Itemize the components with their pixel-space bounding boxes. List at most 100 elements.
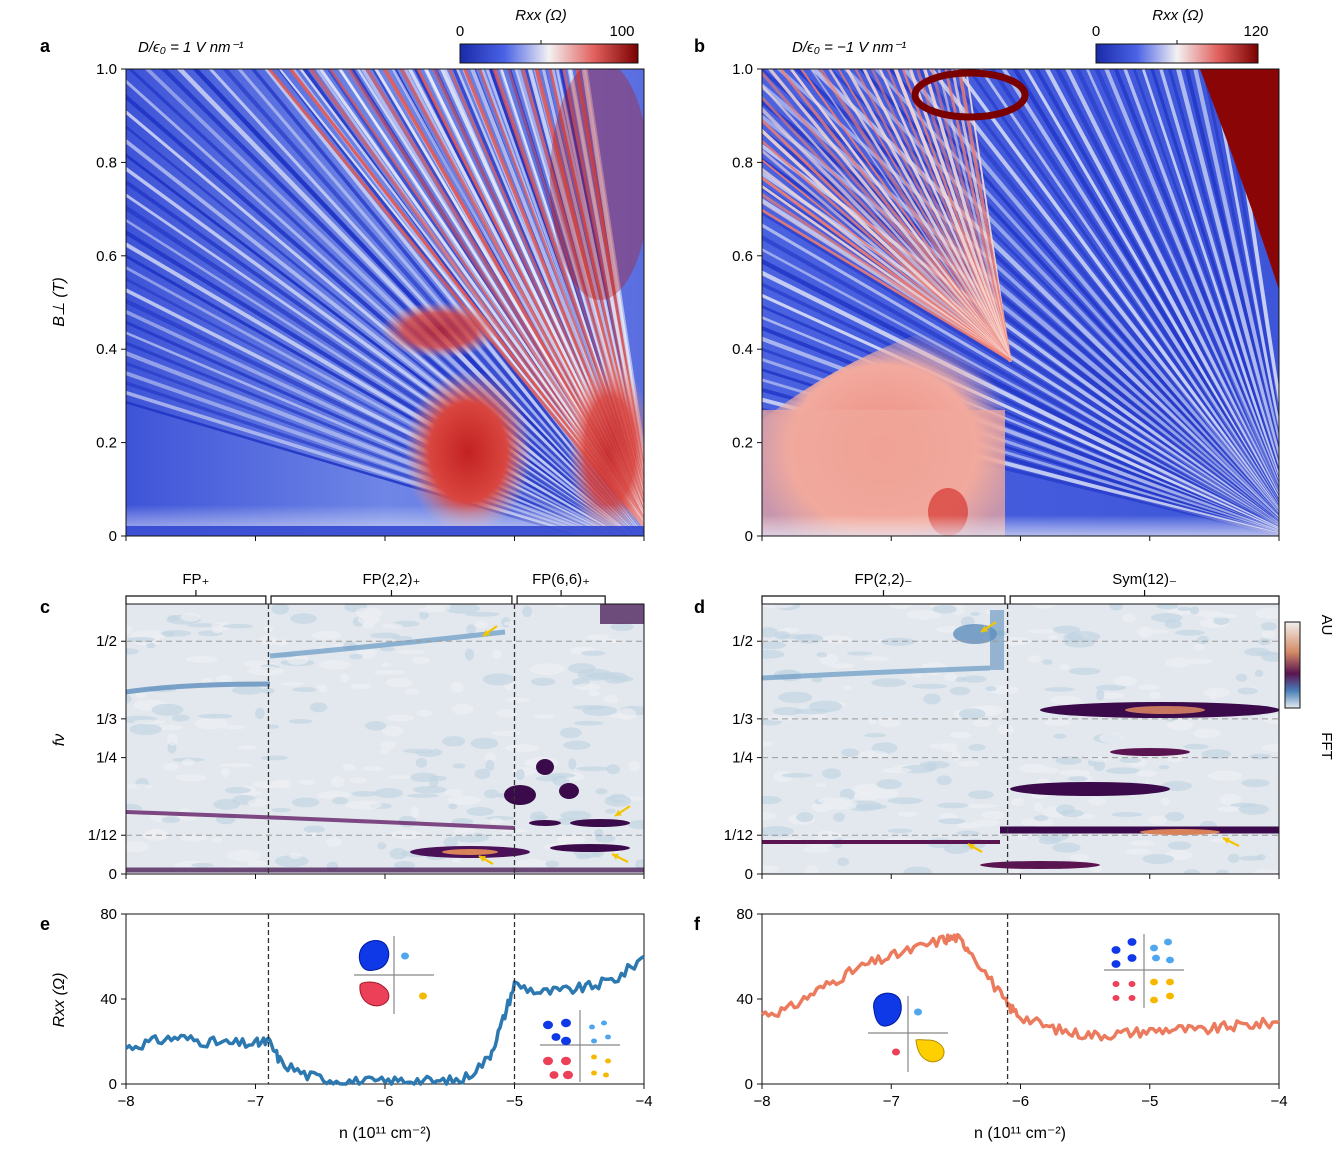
inset-pocket	[1111, 960, 1121, 968]
panel-f: f	[694, 913, 1280, 1085]
y-tick-label: 1/3	[732, 711, 753, 728]
inset-pocket	[561, 1036, 571, 1046]
panel-label-f: f	[694, 914, 701, 934]
panel-label-b: b	[694, 36, 705, 56]
colorbar-b-min: 0	[1092, 23, 1100, 40]
y-tick-label: 40	[736, 991, 753, 1008]
y-tick-label: 0.6	[732, 248, 753, 265]
annotation-arrows	[478, 621, 1240, 865]
colorbar-a: Rxx (Ω) 0 100	[456, 7, 639, 64]
heatmap-a	[126, 69, 644, 536]
panel-a-annotation: D/ϵ₀ = 1 V nm⁻¹	[138, 39, 243, 56]
inset-pocket	[601, 1020, 607, 1026]
inset-pocket	[561, 1056, 571, 1066]
x-tick-label: −5	[506, 1093, 523, 1110]
y-tick-label: 80	[100, 906, 117, 923]
phase-bracket	[125, 595, 267, 604]
x-axis-label-e: n (10¹¹ cm⁻²)	[339, 1125, 431, 1142]
y-tick-label: 80	[736, 906, 753, 923]
y-tick-label: 40	[100, 991, 117, 1008]
colorbar-fft-gradient	[1284, 621, 1301, 709]
phase-bracket	[761, 595, 1006, 604]
panel-d: d FP(2,2)₋ Sym(12)₋ AU FFT	[694, 571, 1335, 875]
inset-pocket	[551, 1033, 561, 1041]
y-tick-label: 1/12	[724, 827, 753, 844]
x-tick-label: −8	[117, 1093, 134, 1110]
y-tick-label: 1/4	[96, 750, 117, 767]
inset-pocket	[563, 1070, 573, 1080]
y-tick-label: 0.2	[96, 435, 117, 452]
inset-pocket	[591, 1054, 597, 1060]
inset-pocket	[1112, 981, 1120, 987]
inset-pocket	[549, 1071, 559, 1079]
y-tick-label: 1/3	[96, 711, 117, 728]
y-tick-label: 1.0	[732, 61, 753, 78]
y-tick-label: 0.2	[732, 435, 753, 452]
inset-pocket	[1150, 944, 1158, 952]
phase-bracket-label: FP(6,6)₊	[532, 571, 590, 588]
y-axis-label-bottom: Rxx (Ω)	[51, 973, 68, 1028]
phase-bracket-label: FP₊	[182, 571, 209, 588]
inset-pocket	[1128, 981, 1136, 987]
y-tick-label: 0.8	[96, 154, 117, 171]
inset-pocket	[1111, 946, 1121, 954]
inset-pocket	[1166, 956, 1174, 964]
phase-bracket-label: Sym(12)₋	[1112, 571, 1177, 588]
inset-pocket	[1128, 995, 1136, 1001]
x-tick-label: −6	[1012, 1093, 1029, 1110]
inset-f-sym12	[1104, 934, 1184, 1008]
colorbar-b-title: Rxx (Ω)	[1152, 7, 1203, 24]
y-tick-label: 1/12	[88, 827, 117, 844]
y-axis-label-mid: fν	[51, 734, 68, 746]
inset-pocket	[1127, 938, 1137, 946]
inset-pocket	[1166, 978, 1174, 986]
brackets-d: FP(2,2)₋ Sym(12)₋	[761, 571, 1280, 604]
phase-bracket	[270, 595, 513, 604]
x-tick-label: −8	[753, 1093, 770, 1110]
panel-label-e: e	[40, 914, 50, 934]
inset-pocket	[603, 1072, 609, 1078]
colorbar-fft-bottom: FFT	[1318, 732, 1335, 760]
inset-pocket	[591, 1038, 597, 1044]
colorbar-fft: AU FFT	[1284, 615, 1335, 760]
panel-c: c FP₊ FP(2,2)₊ FP(6,6)₊	[40, 571, 645, 875]
inset-pocket	[1127, 954, 1137, 962]
x-tick-label: −6	[376, 1093, 393, 1110]
inset-pocket	[1152, 954, 1160, 962]
colorbar-a-gradient	[459, 43, 639, 64]
x-tick-label: −4	[1270, 1093, 1287, 1110]
panel-label-d: d	[694, 597, 705, 617]
inset-e-6x6	[540, 1010, 620, 1082]
inset-pocket	[561, 1018, 571, 1028]
y-tick-label: 0.4	[96, 341, 117, 358]
x-tick-label: −7	[883, 1093, 900, 1110]
inset-f-2x2	[868, 992, 948, 1072]
y-tick-label: 1/2	[96, 633, 117, 650]
brackets-c: FP₊ FP(2,2)₊ FP(6,6)₊	[125, 571, 606, 604]
colorbar-b: Rxx (Ω) 0 120	[1092, 7, 1269, 64]
colorbar-fft-top: AU	[1318, 615, 1335, 636]
y-tick-label: 0	[745, 528, 753, 545]
panel-b: b D/ϵ₀ = −1 V nm⁻¹ Rxx (Ω) 0 120	[694, 7, 1280, 537]
y-tick-label: 0.6	[96, 248, 117, 265]
y-tick-label: 0	[109, 866, 117, 883]
inset-pocket	[1150, 996, 1158, 1004]
x-axis-label-f: n (10¹¹ cm⁻²)	[974, 1125, 1066, 1142]
phase-bracket	[1009, 595, 1280, 604]
panel-label-c: c	[40, 597, 50, 617]
heatmap-c	[126, 604, 644, 874]
panel-b-annotation: D/ϵ₀ = −1 V nm⁻¹	[792, 39, 906, 56]
rxx-line	[124, 954, 645, 1086]
heatmap-b	[762, 69, 1279, 536]
inset-pocket	[605, 1058, 611, 1064]
colorbar-a-title: Rxx (Ω)	[515, 7, 566, 24]
colorbar-b-gradient	[1095, 43, 1259, 64]
y-tick-label: 1.0	[96, 61, 117, 78]
inset-pocket	[1150, 978, 1158, 986]
inset-pocket	[605, 1034, 611, 1040]
x-tick-label: −4	[635, 1093, 652, 1110]
heatmap-a-red-region	[404, 370, 532, 534]
y-tick-label: 0	[745, 1076, 753, 1093]
y-tick-label: 0.8	[732, 154, 753, 171]
